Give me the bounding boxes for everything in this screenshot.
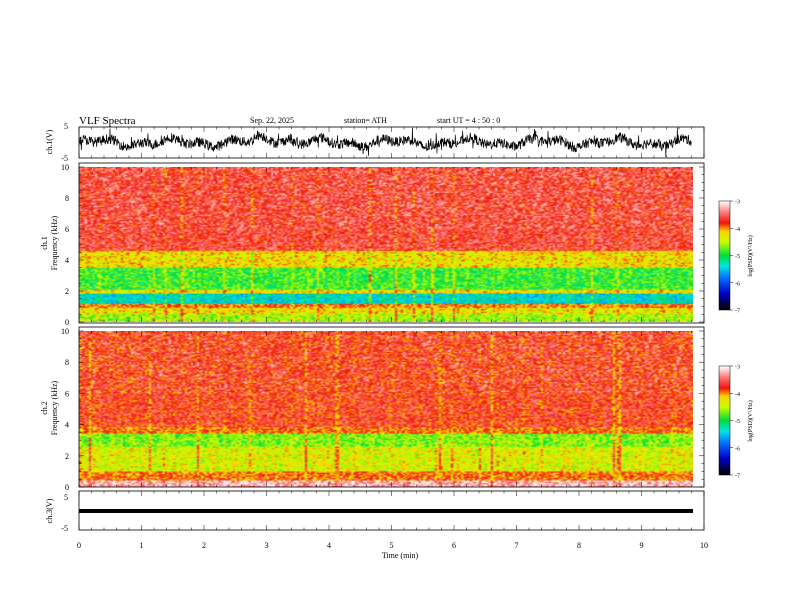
ch3-waveform-ticks: [78, 491, 705, 530]
ch1-spectrogram-ytick-labels: 0 2 4 6 8 10: [61, 163, 69, 327]
time-tick-label: 10: [700, 541, 708, 550]
ch1-spectrogram-ylabel-freq: Frequency (kHz): [50, 215, 59, 270]
ch3-waveform-panel: 5 -5 ch.3(V): [45, 490, 705, 533]
time-axis-label: Time (min): [382, 551, 419, 560]
colorbar-tick-label: -7: [735, 474, 740, 480]
ch1-ytick-bottom: -5: [61, 154, 68, 163]
time-tick-label: 0: [77, 541, 81, 550]
ch2-spectrogram-ylabel-channel: ch.2: [40, 401, 49, 415]
colorbar-tick-label: -6: [735, 446, 740, 452]
ch1-colorbar-label: log(PSD)(V²/Hz): [747, 235, 754, 276]
ch2-spectrogram-ticks: [78, 330, 705, 488]
ch1-ytick-top: 5: [64, 122, 68, 131]
ch3-waveform-ylabel: ch.3(V): [45, 498, 54, 523]
ch2-colorbar: -3 -4 -5 -6 -7 log(PSD)(V²/Hz): [718, 365, 754, 480]
time-tick-label: 4: [327, 541, 331, 550]
time-tick-label: 6: [452, 541, 456, 550]
ch2-spectrogram-image: [79, 331, 693, 487]
time-tick-label: 9: [640, 541, 644, 550]
colorbar-tick-label: -7: [735, 309, 740, 315]
ch2-colorbar-ticks: -3 -4 -5 -6 -7: [730, 365, 740, 480]
spectrogram-ytick-label: 4: [65, 256, 69, 265]
start-time-label: start UT = 4 : 50 : 0: [437, 116, 500, 125]
ch1-waveform-ticks: [78, 127, 705, 158]
ch1-waveform-line: [78, 127, 692, 158]
ch2-colorbar-gradient: [719, 366, 730, 475]
ch1-waveform-panel: 5 -5 ch.1(V): [45, 122, 705, 163]
ch1-spectrogram-frame: [78, 162, 705, 324]
ch2-spectrogram-panel: 0 2 4 6 8 10 ch.2 Frequency (kHz): [40, 326, 705, 492]
ch2-colorbar-label: log(PSD)(V²/Hz): [747, 400, 754, 441]
colorbar-tick-label: -5: [735, 254, 740, 260]
time-tick-label: 2: [202, 541, 206, 550]
time-tick-label: 1: [140, 541, 144, 550]
spectrogram-ytick-label: 8: [65, 358, 69, 367]
colorbar-tick-label: -3: [735, 365, 740, 371]
ch1-spectrogram-image: [79, 167, 693, 322]
colorbar-tick-label: -5: [735, 419, 740, 425]
spectrogram-ytick-label: 4: [65, 421, 69, 430]
station-label: station= ATH: [344, 116, 387, 125]
colorbar-tick-label: -6: [735, 281, 740, 287]
time-tick-label: 3: [265, 541, 269, 550]
ch3-ytick-top: 5: [64, 493, 68, 502]
spectrogram-ytick-label: 8: [65, 194, 69, 203]
ch1-spectrogram-panel: 0 2 4 6 8 10 ch.1 Frequency (kHz): [40, 162, 705, 327]
spectrogram-ytick-label: 0: [65, 318, 69, 327]
time-tick-label: 7: [515, 541, 519, 550]
spectrogram-ytick-label: 0: [65, 483, 69, 492]
spectrogram-ytick-label: 2: [65, 452, 69, 461]
ch1-spectrogram-ylabel-channel: ch.1: [40, 236, 49, 250]
spectrogram-ytick-label: 10: [61, 327, 69, 336]
ch2-spectrogram-ylabel-freq: Frequency (kHz): [50, 380, 59, 435]
ch1-waveform-ylabel: ch.1(V): [45, 129, 54, 154]
ch1-colorbar-gradient: [719, 201, 730, 310]
spectrogram-ytick-label: 10: [61, 163, 69, 172]
ch3-ytick-bottom: -5: [61, 524, 68, 533]
time-tick-label: 5: [390, 541, 394, 550]
spectrogram-ytick-label: 6: [65, 225, 69, 234]
colorbar-tick-label: -3: [735, 200, 740, 206]
figure-title: VLF Spectra: [79, 115, 136, 127]
time-tick-label: 8: [577, 541, 581, 550]
date-label: Sep. 22, 2025: [250, 116, 294, 125]
time-axis-tick-labels: 0 1 2 3 4 5 6 7 8 9 10: [77, 541, 708, 550]
spectrogram-ytick-label: 2: [65, 287, 69, 296]
colorbar-tick-label: -4: [735, 227, 740, 233]
ch2-spectrogram-ytick-labels: 0 2 4 6 8 10: [61, 327, 69, 492]
ch1-colorbar: -3 -4 -5 -6 -7 log(PSD)(V²/Hz): [718, 200, 754, 315]
ch1-colorbar-ticks: -3 -4 -5 -6 -7: [730, 200, 740, 315]
ch3-waveform-line: [79, 509, 693, 513]
colorbar-tick-label: -4: [735, 392, 740, 398]
spectrogram-ytick-label: 6: [65, 389, 69, 398]
ch1-spectrogram-ticks: [78, 166, 705, 323]
